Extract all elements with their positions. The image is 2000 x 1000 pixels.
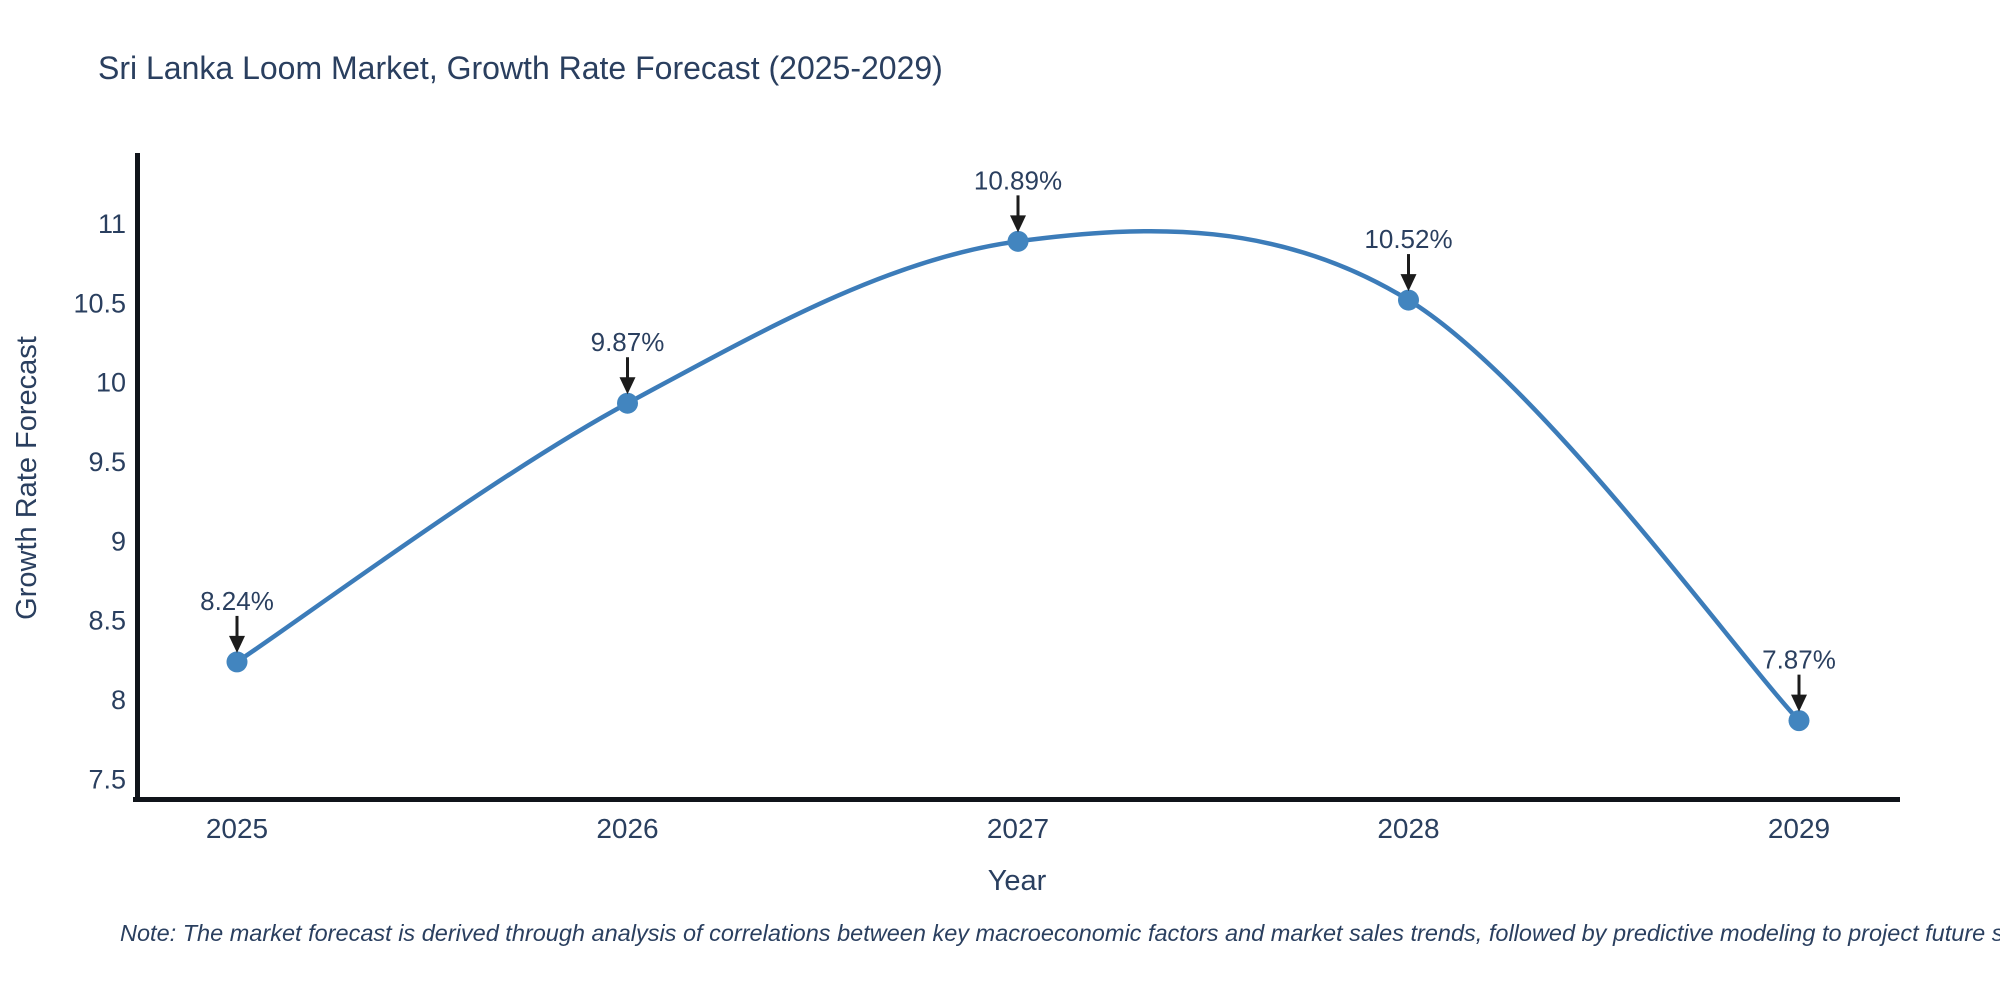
data-point-2029[interactable]: [1788, 710, 1810, 732]
series-line: [234, 228, 1802, 723]
x-axis-ticks: 2025 2026 2027 2028 2029: [206, 813, 1830, 844]
x-tick-label: 2026: [596, 813, 658, 844]
data-point-2027[interactable]: [1007, 230, 1029, 252]
chart-title: Sri Lanka Loom Market, Growth Rate Forec…: [98, 50, 943, 86]
point-label: 10.89%: [974, 165, 1062, 195]
x-tick-label: 2025: [206, 813, 268, 844]
y-tick-label: 9.5: [88, 447, 126, 477]
annotation-arrowhead-icon: [229, 635, 245, 653]
data-points: [226, 230, 1810, 732]
data-point-2025[interactable]: [226, 651, 248, 673]
y-tick-label: 10.5: [73, 288, 126, 318]
y-tick-label: 11: [98, 209, 126, 239]
point-label: 10.52%: [1364, 224, 1452, 254]
y-tick-label: 10: [96, 368, 126, 398]
data-point-2028[interactable]: [1398, 289, 1419, 311]
point-annotations: 8.24% 9.87% 10.89% 10.52% 7.87%: [200, 165, 1836, 712]
annotation-arrowhead-icon: [1791, 694, 1807, 712]
footnote: Note: The market forecast is derived thr…: [120, 920, 2000, 946]
annotation-arrowhead-icon: [1400, 274, 1417, 292]
annotation-arrowhead-icon: [1010, 215, 1026, 233]
x-axis-title: Year: [988, 865, 1047, 897]
x-tick-label: 2029: [1768, 813, 1830, 844]
y-tick-label: 8: [111, 685, 126, 715]
x-tick-label: 2028: [1377, 813, 1439, 844]
point-label: 7.87%: [1762, 645, 1836, 675]
point-label: 8.24%: [200, 586, 274, 616]
y-axis-ticks: 7.5 8 8.5 9 9.5 10 10.5 11: [73, 209, 126, 794]
annotation-arrowhead-icon: [619, 377, 636, 395]
x-tick-label: 2027: [987, 813, 1049, 844]
y-tick-label: 8.5: [88, 606, 126, 636]
y-tick-label: 7.5: [88, 764, 126, 794]
data-point-2026[interactable]: [617, 392, 638, 414]
y-tick-label: 9: [111, 526, 126, 556]
y-axis-title: Growth Rate Forecast: [11, 336, 43, 620]
point-label: 9.87%: [591, 327, 665, 357]
